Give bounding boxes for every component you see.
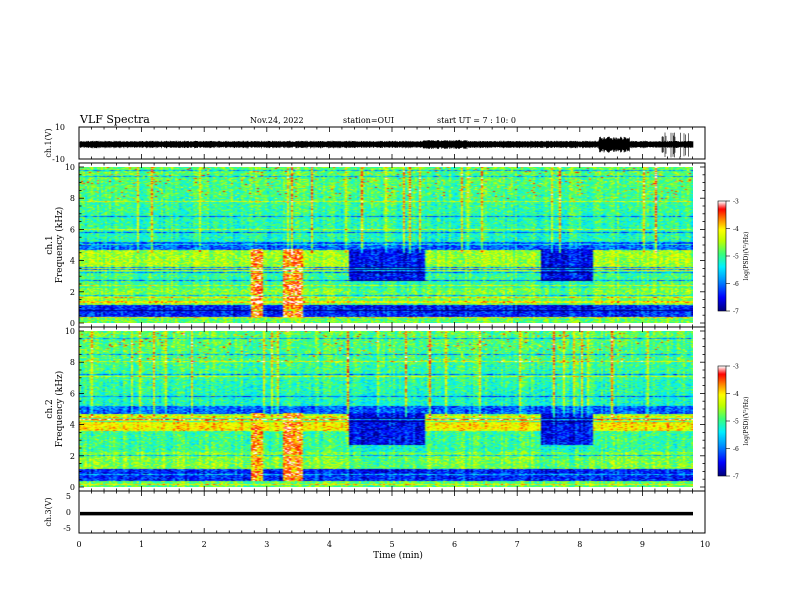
x-tick-label: 4 bbox=[327, 540, 332, 549]
x-tick-label: 6 bbox=[452, 540, 457, 549]
colorbar2-label: log(PSD)(V²/Hz) bbox=[743, 397, 750, 446]
spec1-ytick-label: 2 bbox=[70, 288, 75, 297]
ch1-spectrogram-image bbox=[79, 167, 693, 323]
ch1-colorbar bbox=[718, 201, 726, 311]
colorbars bbox=[718, 201, 726, 476]
start-time: start UT = 7 : 10: 0 bbox=[437, 116, 516, 125]
colorbar2-tick-label: -3 bbox=[733, 364, 739, 371]
ch3-ylabel: ch.3(V) bbox=[44, 497, 53, 526]
spec1-channel-label: ch.1 bbox=[45, 235, 55, 254]
x-tick-label: 7 bbox=[515, 540, 520, 549]
spec1-ylabel: ch.1 Frequency (kHz) bbox=[45, 207, 65, 284]
ch1-waveform-panel bbox=[79, 132, 694, 158]
ch3-ylabel-group: ch.3(V) bbox=[44, 497, 53, 526]
x-axis-label: Time (min) bbox=[373, 550, 423, 561]
ch1-trace bbox=[79, 132, 694, 158]
spec1-ytick-label: 10 bbox=[65, 163, 75, 172]
colorbar1-label: log(PSD)(V²/Hz) bbox=[743, 232, 750, 281]
colorbar1-tick-label: -5 bbox=[733, 254, 739, 261]
colorbar2-label-group: log(PSD)(V²/Hz) bbox=[743, 397, 750, 446]
spec1-ytick-label: 0 bbox=[70, 319, 75, 328]
colorbar1-tick-label: -4 bbox=[733, 226, 739, 233]
ch1-ytick-label: 10 bbox=[55, 123, 65, 132]
spec1-ytick-label: 8 bbox=[70, 194, 75, 203]
observation-date: Nov.24, 2022 bbox=[250, 116, 304, 125]
colorbar2-tick-label: -5 bbox=[733, 419, 739, 426]
spec2-ytick-label: 6 bbox=[70, 389, 75, 398]
ch1-spectrogram-panel bbox=[79, 167, 693, 323]
ch1-ytick-label: -10 bbox=[52, 155, 65, 164]
x-tick-label: 1 bbox=[139, 540, 144, 549]
ch3-ytick-label: 5 bbox=[66, 492, 71, 501]
ch3-ytick-label: -5 bbox=[63, 524, 71, 533]
figure-title: VLF Spectra bbox=[79, 113, 150, 126]
colorbar2-tick-label: -4 bbox=[733, 391, 739, 398]
ch3-ytick-label: 0 bbox=[66, 508, 71, 517]
ch2-spectrogram-image bbox=[79, 331, 693, 487]
spec2-ytick-label: 2 bbox=[70, 452, 75, 461]
spec2-ytick-label: 0 bbox=[70, 483, 75, 492]
colorbar1-tick-label: -7 bbox=[733, 309, 739, 316]
colorbar1-tick-label: -6 bbox=[733, 281, 739, 288]
colorbar1-label-group: log(PSD)(V²/Hz) bbox=[743, 232, 750, 281]
spec2-ytick-label: 4 bbox=[70, 421, 75, 430]
x-tick-label: 0 bbox=[76, 540, 81, 549]
spec2-ylabel: ch.2 Frequency (kHz) bbox=[45, 371, 65, 448]
colorbar2-tick-label: -6 bbox=[733, 446, 739, 453]
station-name: station=OUI bbox=[343, 116, 394, 125]
x-tick-label: 5 bbox=[389, 540, 394, 549]
x-tick-label: 3 bbox=[264, 540, 269, 549]
ch2-colorbar bbox=[718, 366, 726, 476]
colorbar1-tick-label: -3 bbox=[733, 199, 739, 206]
spec1-ytick-label: 4 bbox=[70, 257, 75, 266]
spec1-ytick-label: 6 bbox=[70, 225, 75, 234]
colorbar2-tick-label: -7 bbox=[733, 474, 739, 481]
x-tick-label: 10 bbox=[700, 540, 710, 549]
spec2-channel-label: ch.2 bbox=[45, 399, 55, 418]
spec1-frequency-label: Frequency (kHz) bbox=[54, 207, 65, 284]
spec2-frequency-label: Frequency (kHz) bbox=[54, 371, 65, 448]
ch1-ylabel-group: ch.1(V) bbox=[44, 128, 53, 157]
spec2-ytick-label: 8 bbox=[70, 358, 75, 367]
ch2-spectrogram-panel bbox=[79, 331, 693, 487]
spec2-ytick-label: 10 bbox=[65, 327, 75, 336]
x-tick-label: 9 bbox=[640, 540, 645, 549]
x-tick-label: 8 bbox=[577, 540, 582, 549]
x-tick-label: 2 bbox=[202, 540, 207, 549]
ch1-ylabel: ch.1(V) bbox=[44, 128, 53, 157]
